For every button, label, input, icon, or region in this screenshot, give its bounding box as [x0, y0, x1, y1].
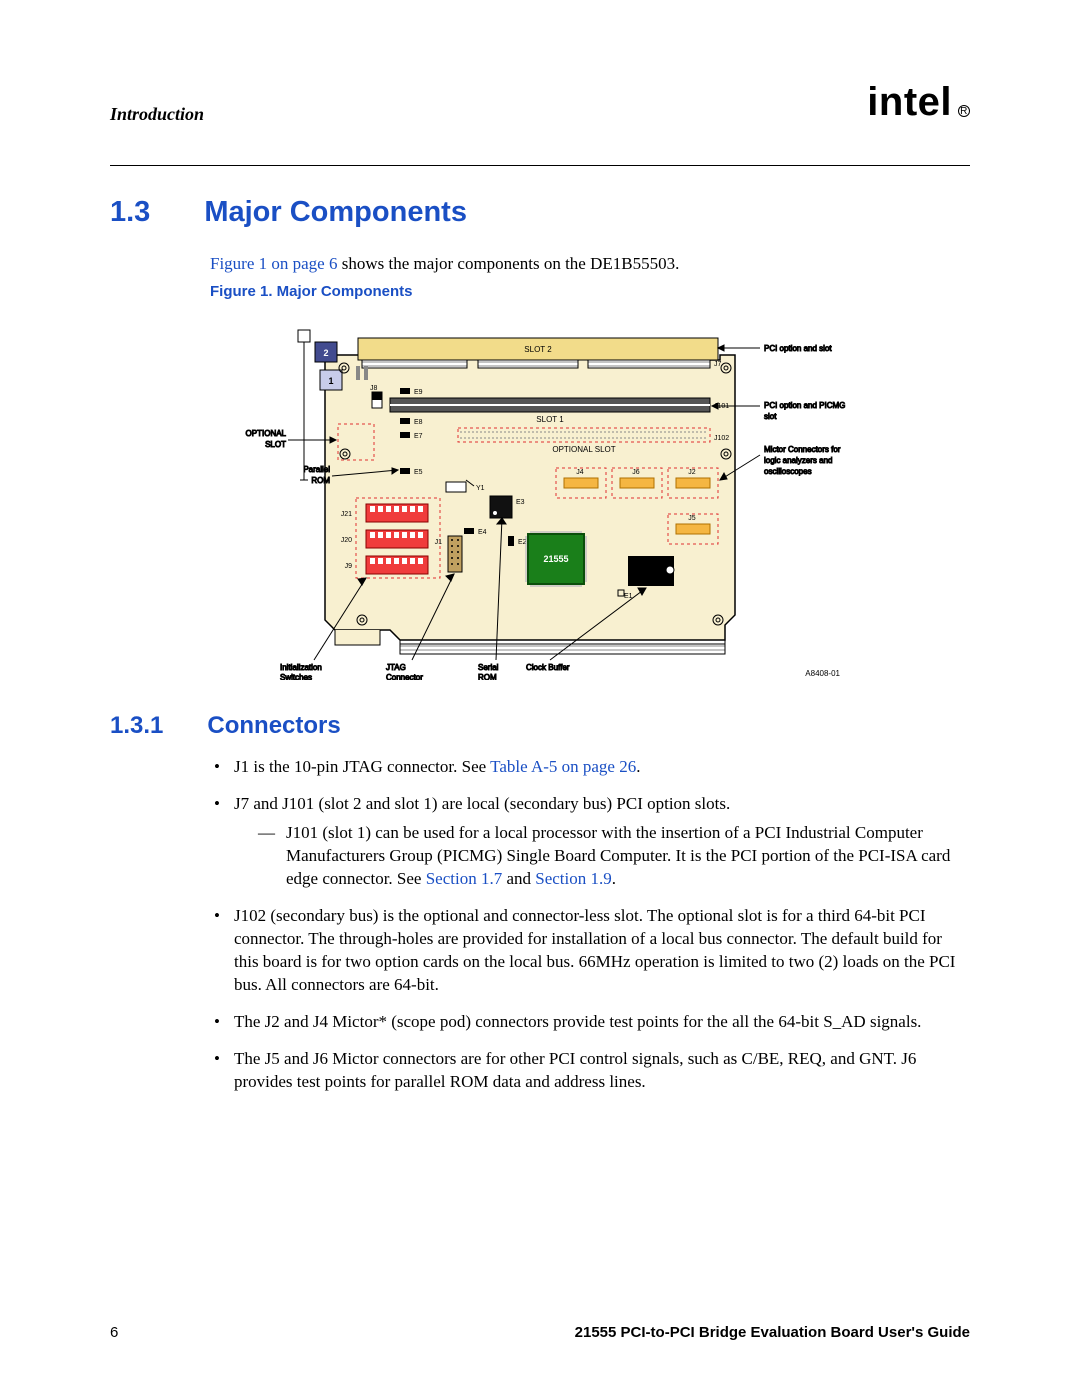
svg-text:J6: J6 — [632, 469, 640, 476]
board-diagram: 2 1 SLOT — [220, 320, 860, 680]
list-item: J1 is the 10-pin JTAG connector. See Tab… — [210, 756, 970, 779]
bracket-icon — [298, 330, 310, 480]
svg-text:E5: E5 — [414, 469, 423, 476]
svg-text:E8: E8 — [414, 419, 423, 426]
svg-text:1: 1 — [328, 376, 333, 386]
section-xref-link[interactable]: Section 1.9 — [535, 869, 612, 888]
slot-2: SLOT 2 J7 — [358, 338, 722, 368]
list-item: The J2 and J4 Mictor* (scope pod) connec… — [210, 1011, 970, 1034]
page-footer: 6 21555 PCI-to-PCI Bridge Evaluation Boa… — [110, 1324, 970, 1341]
svg-text:Switches: Switches — [280, 673, 312, 680]
svg-text:E7: E7 — [414, 433, 423, 440]
svg-text:SLOT 2: SLOT 2 — [524, 345, 552, 354]
section-heading: 1.3 Major Components — [110, 196, 970, 229]
svg-text:J7: J7 — [714, 361, 722, 368]
svg-text:OPTIONAL SLOT: OPTIONAL SLOT — [552, 445, 615, 454]
svg-text:2: 2 — [323, 348, 328, 358]
svg-text:Clock Buffer: Clock Buffer — [526, 663, 570, 672]
section-number: 1.3 — [110, 196, 150, 229]
figure-id: A8408-01 — [805, 669, 840, 678]
svg-text:ROM: ROM — [311, 476, 330, 485]
section-title: Major Components — [204, 196, 467, 229]
registered-icon: R — [958, 105, 970, 117]
logo-text: intel — [867, 80, 952, 125]
subsection-number: 1.3.1 — [110, 712, 163, 740]
svg-text:E2: E2 — [518, 539, 527, 546]
intel-logo: intel R — [867, 80, 970, 125]
svg-text:J5: J5 — [688, 515, 696, 522]
bullet-list: J1 is the 10-pin JTAG connector. See Tab… — [210, 756, 970, 1093]
sub-list: J101 (slot 1) can be used for a local pr… — [258, 822, 970, 891]
running-head: Introduction — [110, 104, 204, 125]
svg-text:J9: J9 — [345, 563, 353, 570]
list-item: J101 (slot 1) can be used for a local pr… — [258, 822, 970, 891]
svg-text:E4: E4 — [478, 529, 487, 536]
subsection-title: Connectors — [207, 712, 340, 740]
svg-text:slot: slot — [764, 412, 777, 421]
svg-text:J1: J1 — [435, 539, 443, 546]
svg-text:E9: E9 — [414, 389, 423, 396]
doc-title: 21555 PCI-to-PCI Bridge Evaluation Board… — [575, 1324, 970, 1341]
svg-text:J8: J8 — [370, 385, 378, 392]
svg-text:SLOT 1: SLOT 1 — [536, 415, 564, 424]
svg-text:Parallel: Parallel — [303, 465, 330, 474]
figure-1: 2 1 SLOT — [110, 320, 970, 680]
svg-text:21555: 21555 — [543, 554, 568, 564]
table-xref-link[interactable]: Table A-5 on page 26 — [490, 757, 636, 776]
list-item: J102 (secondary bus) is the optional and… — [210, 905, 970, 997]
section-body: Figure 1 on page 6 shows the major compo… — [210, 253, 970, 302]
subsection-body: J1 is the 10-pin JTAG connector. See Tab… — [210, 756, 970, 1093]
figure-xref-link[interactable]: Figure 1 on page 6 — [210, 254, 337, 273]
svg-text:PCI option and PICMG: PCI option and PICMG — [764, 401, 845, 410]
svg-text:oscilloscopes: oscilloscopes — [764, 467, 812, 476]
list-item: J7 and J101 (slot 2 and slot 1) are loca… — [210, 793, 970, 891]
svg-text:J2: J2 — [688, 469, 696, 476]
svg-text:Initialization: Initialization — [280, 663, 322, 672]
page-number: 6 — [110, 1324, 118, 1341]
svg-text:SLOT: SLOT — [265, 440, 286, 449]
svg-text:PCI option and slot: PCI option and slot — [764, 344, 832, 353]
page: Introduction intel R 1.3 Major Component… — [0, 0, 1080, 1397]
svg-text:JTAG: JTAG — [386, 663, 406, 672]
svg-text:logic analyzers and: logic analyzers and — [764, 456, 832, 465]
svg-text:OPTIONAL: OPTIONAL — [246, 429, 287, 438]
svg-text:J102: J102 — [714, 435, 729, 442]
intro-rest: shows the major components on the DE1B55… — [337, 254, 679, 273]
section-xref-link[interactable]: Section 1.7 — [426, 869, 503, 888]
svg-text:E3: E3 — [516, 499, 525, 506]
svg-text:Y1: Y1 — [476, 485, 485, 492]
svg-text:Serial: Serial — [478, 663, 499, 672]
svg-text:J21: J21 — [341, 511, 352, 518]
intro-paragraph: Figure 1 on page 6 shows the major compo… — [210, 253, 970, 276]
svg-text:J4: J4 — [576, 469, 584, 476]
page-header: Introduction intel R — [110, 80, 970, 125]
svg-text:ROM: ROM — [478, 673, 497, 680]
horizontal-rule — [110, 165, 970, 166]
list-item: The J5 and J6 Mictor connectors are for … — [210, 1048, 970, 1094]
svg-text:J20: J20 — [341, 537, 352, 544]
figure-caption: Figure 1. Major Components — [210, 282, 970, 302]
svg-text:Mictor Connectors for: Mictor Connectors for — [764, 445, 841, 454]
subsection-heading: 1.3.1 Connectors — [110, 712, 970, 740]
svg-text:Connector: Connector — [386, 673, 423, 680]
bridge-chip: 21555 — [526, 532, 586, 586]
